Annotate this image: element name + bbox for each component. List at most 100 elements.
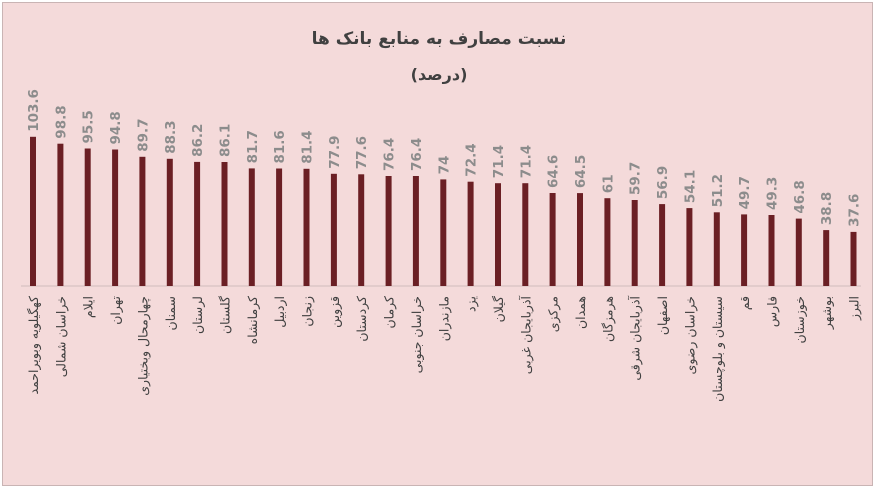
category-label-11: زنجان <box>300 296 316 327</box>
value-label-11: 81.4 <box>300 130 316 163</box>
value-label-14: 76.4 <box>382 138 398 171</box>
bar-4 <box>112 149 119 286</box>
category-label-25: خراسان رضوی <box>682 296 698 374</box>
bar-chart: نسبت مصارف به منابع بانک ها (درصد) 103.6… <box>21 29 863 402</box>
category-label-20: مرکزی <box>546 296 562 332</box>
value-label-22: 61 <box>600 174 616 193</box>
bar-17 <box>467 181 474 286</box>
category-label-6: سمنان <box>163 296 178 330</box>
value-label-3: 95.5 <box>81 110 97 143</box>
category-label-10: اردبیل <box>272 296 288 328</box>
bar-15 <box>412 176 419 286</box>
value-label-30: 38.8 <box>819 192 835 225</box>
value-label-27: 49.7 <box>737 176 753 209</box>
bar-24 <box>659 204 666 286</box>
bar-10 <box>276 168 283 286</box>
category-label-23: آذربایجان شرقی <box>628 295 644 380</box>
bar-3 <box>84 148 91 286</box>
bar-16 <box>440 179 447 286</box>
value-label-23: 59.7 <box>628 162 644 195</box>
category-label-31: البرز <box>847 296 863 321</box>
category-label-12: قزوین <box>327 296 343 328</box>
chart-subtitle: (درصد) <box>411 65 468 84</box>
category-label-16: مازندران <box>436 296 452 341</box>
value-label-9: 81.7 <box>245 130 261 163</box>
category-label-4: تهران <box>108 295 124 324</box>
bar-22 <box>604 198 611 286</box>
value-label-25: 54.1 <box>682 170 698 203</box>
value-label-1: 103.6 <box>26 89 42 132</box>
category-label-24: اصفهان <box>655 296 671 335</box>
bar-25 <box>686 208 693 286</box>
value-label-26: 51.2 <box>710 174 726 207</box>
value-label-4: 94.8 <box>108 111 124 144</box>
chart-title: نسبت مصارف به منابع بانک ها <box>312 29 567 49</box>
value-label-24: 56.9 <box>655 166 671 199</box>
category-label-18: گیلان <box>491 296 506 322</box>
value-label-18: 71.4 <box>491 145 507 178</box>
category-label-29: خوزستان <box>792 296 808 343</box>
category-label-17: یزد <box>464 295 480 311</box>
bar-27 <box>741 214 748 286</box>
category-label-3: ایلام <box>81 296 96 318</box>
bar-29 <box>795 218 802 286</box>
category-label-9: کرمانشاه <box>245 296 261 344</box>
value-label-29: 46.8 <box>792 180 808 213</box>
bar-11 <box>303 168 310 286</box>
value-label-8: 86.1 <box>218 124 234 157</box>
value-label-20: 64.6 <box>546 155 562 188</box>
bar-23 <box>631 200 638 286</box>
bar-20 <box>549 193 556 286</box>
bar-18 <box>495 183 501 286</box>
value-label-2: 98.8 <box>53 105 69 138</box>
bar-12 <box>330 173 337 286</box>
category-labels-group: کهگیلویه وبویراحمد خراسان شمالی ایلام تهران… <box>26 295 863 401</box>
category-label-30: بوشهر <box>819 296 835 330</box>
bar-31 <box>850 231 857 286</box>
bar-7 <box>194 161 201 286</box>
category-label-1: کهگیلویه وبویراحمد <box>26 296 42 395</box>
bar-21 <box>577 193 583 286</box>
bar-8 <box>221 162 228 286</box>
bar-5 <box>139 156 146 286</box>
category-label-22: هرمزگان <box>600 296 616 342</box>
category-label-2: خراسان شمالی <box>53 296 69 377</box>
bar-6 <box>166 158 173 286</box>
category-label-14: کرمان <box>382 296 398 329</box>
value-label-6: 88.3 <box>163 120 179 153</box>
category-label-19: آذربایجان غربی <box>518 295 534 374</box>
value-label-13: 77.6 <box>354 136 370 169</box>
category-label-5: چهارمحال وبختیاری <box>135 296 151 396</box>
bar-14 <box>385 176 392 286</box>
bar-9 <box>248 168 255 286</box>
value-label-12: 77.9 <box>327 135 343 168</box>
bar-26 <box>713 212 720 286</box>
bar-2 <box>57 143 64 286</box>
value-label-15: 76.4 <box>409 138 425 171</box>
bar-1 <box>30 136 36 286</box>
category-label-27: قم <box>737 296 753 310</box>
category-label-15: خراسان جنوبی <box>409 296 425 373</box>
value-labels-group: 103.6 98.8 95.5 94.8 89.7 88.3 86.2 86.1 81.7 81.… <box>26 89 863 227</box>
value-label-28: 49.3 <box>765 177 781 210</box>
category-label-8: گلستان <box>218 296 233 334</box>
value-label-10: 81.6 <box>272 130 288 163</box>
value-label-16: 74 <box>436 156 452 175</box>
category-label-26: سیستان و بلوچستان <box>710 296 726 402</box>
category-label-13: کردستان <box>354 296 370 342</box>
bar-19 <box>522 183 529 286</box>
value-label-5: 89.7 <box>135 118 151 151</box>
value-label-31: 37.6 <box>847 194 863 227</box>
category-label-21: همدان <box>573 296 588 329</box>
bar-13 <box>358 174 365 286</box>
value-label-19: 71.4 <box>518 145 534 178</box>
bar-30 <box>823 230 830 286</box>
category-label-7: لرستان <box>190 296 206 334</box>
value-label-7: 86.2 <box>190 124 206 157</box>
category-label-28: فارس <box>765 296 781 327</box>
bars-group <box>30 136 857 286</box>
value-label-17: 72.4 <box>464 143 480 176</box>
value-label-21: 64.5 <box>573 155 589 188</box>
bar-28 <box>768 215 775 286</box>
